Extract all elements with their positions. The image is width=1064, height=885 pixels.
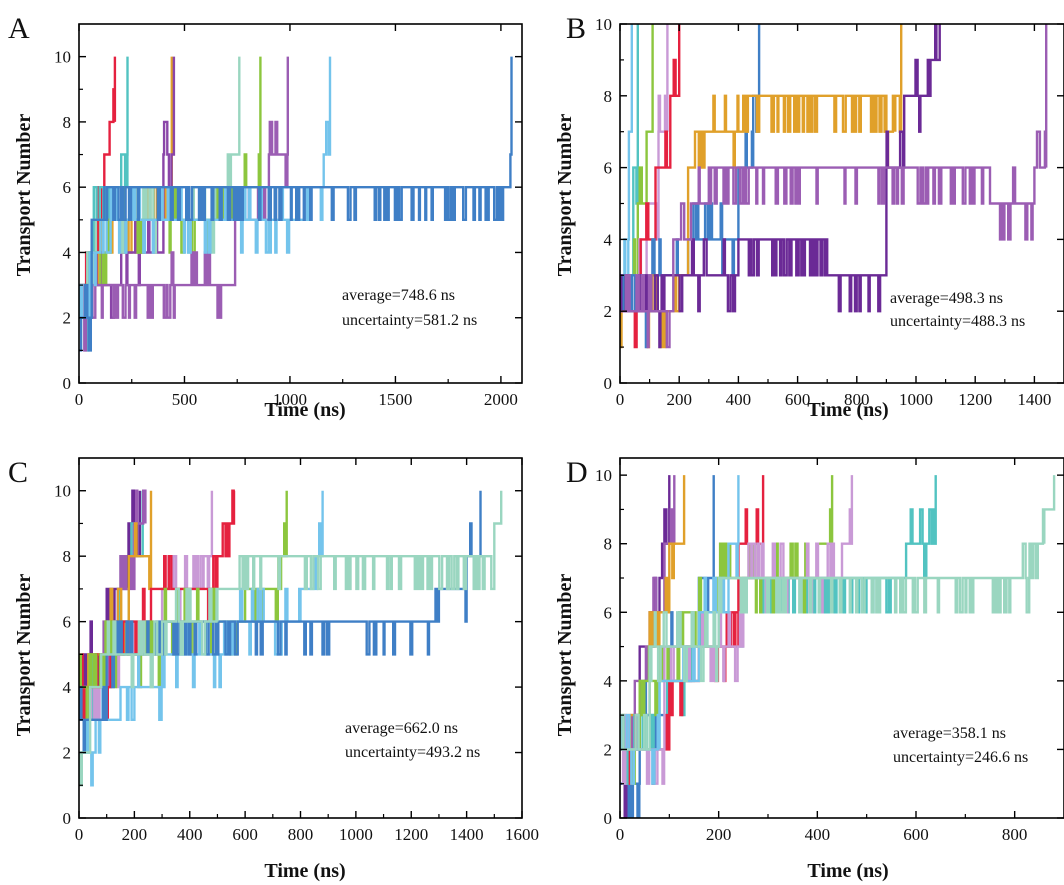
annotation-uncertainty-b: uncertainty=488.3 ns <box>890 313 1025 330</box>
y-tick-label-a: 0 <box>63 374 72 393</box>
x-tick-label-b: 1200 <box>958 390 992 409</box>
series-line-c-9 <box>79 490 482 754</box>
x-axis-label-a: Time (ns) <box>264 399 345 421</box>
x-tick-label-b: 600 <box>785 390 811 409</box>
x-tick-label-a: 0 <box>75 390 84 409</box>
x-tick-label-d: 200 <box>706 825 732 844</box>
panel-letter-b: B <box>566 12 586 45</box>
y-tick-label-c: 2 <box>63 744 72 763</box>
plot-frame-a <box>78 23 523 384</box>
panel-a: A Transport Number Time (ns) average=748… <box>8 12 523 421</box>
y-tick-label-c: 6 <box>63 613 72 632</box>
x-tick-label-c: 1000 <box>339 825 373 844</box>
annotation-uncertainty-d: uncertainty=246.6 ns <box>893 749 1028 766</box>
panel-d: D Transport Number Time (ns) average=358… <box>554 456 1064 882</box>
panel-b: B Transport Number Time (ns) average=498… <box>554 12 1064 421</box>
x-tick-label-d: 800 <box>1002 825 1028 844</box>
series-line-a-9 <box>79 56 513 352</box>
x-tick-label-c: 800 <box>288 825 314 844</box>
y-tick-label-d: 0 <box>604 809 613 828</box>
x-tick-label-c: 0 <box>75 825 84 844</box>
x-tick-label-b: 0 <box>616 390 625 409</box>
y-axis-label-c: Transport Number <box>13 574 35 737</box>
x-tick-label-d: 400 <box>805 825 831 844</box>
y-tick-label-c: 0 <box>63 809 72 828</box>
y-tick-label-b: 2 <box>604 302 613 321</box>
series-line-d-10 <box>620 475 1056 751</box>
annotation-average-c: average=662.0 ns <box>345 720 458 737</box>
y-tick-label-b: 8 <box>604 87 613 106</box>
x-tick-label-c: 1200 <box>394 825 428 844</box>
y-tick-label-d: 6 <box>604 603 613 622</box>
panel-c: C Transport Number Time (ns) average=662… <box>8 456 539 882</box>
y-axis-label-a: Transport Number <box>13 114 35 277</box>
x-tick-label-c: 200 <box>122 825 148 844</box>
y-tick-label-b: 10 <box>595 15 612 34</box>
x-tick-label-d: 600 <box>903 825 929 844</box>
x-tick-label-b: 200 <box>666 390 692 409</box>
y-tick-label-c: 4 <box>63 678 72 697</box>
series-line-c-10 <box>79 490 503 787</box>
y-tick-label-b: 6 <box>604 159 613 178</box>
panel-letter-d: D <box>566 456 588 489</box>
series-line-b-8 <box>620 24 941 349</box>
x-tick-label-a: 500 <box>172 390 198 409</box>
y-tick-label-b: 4 <box>604 230 613 249</box>
y-tick-label-b: 0 <box>604 374 613 393</box>
annotation-average-b: average=498.3 ns <box>890 290 1003 307</box>
x-axis-label-b: Time (ns) <box>807 399 888 421</box>
y-tick-label-d: 10 <box>595 466 612 485</box>
x-tick-label-a: 1500 <box>378 390 412 409</box>
panel-letter-a: A <box>8 12 30 45</box>
y-tick-label-a: 4 <box>63 243 72 262</box>
y-tick-label-a: 6 <box>63 178 72 197</box>
x-tick-label-c: 1400 <box>450 825 484 844</box>
x-axis-label-d: Time (ns) <box>807 860 888 882</box>
x-tick-label-a: 1000 <box>273 390 307 409</box>
x-tick-label-b: 1400 <box>1017 390 1051 409</box>
series-group-c <box>79 489 503 787</box>
y-tick-label-a: 2 <box>63 309 72 328</box>
plot-frame-d <box>619 457 1064 819</box>
y-axis-label-d: Transport Number <box>554 574 576 737</box>
x-axis-label-c: Time (ns) <box>264 860 345 882</box>
y-tick-label-a: 10 <box>54 48 71 67</box>
x-tick-label-d: 0 <box>616 825 625 844</box>
y-tick-label-c: 10 <box>54 482 71 501</box>
y-tick-label-a: 8 <box>63 113 72 132</box>
x-tick-label-b: 400 <box>726 390 752 409</box>
series-line-b-9 <box>620 24 1048 349</box>
x-tick-label-c: 1600 <box>505 825 539 844</box>
annotation-average-a: average=748.6 ns <box>342 287 455 304</box>
y-tick-label-d: 2 <box>604 740 613 759</box>
x-tick-label-b: 1000 <box>899 390 933 409</box>
y-axis-label-b: Transport Number <box>554 114 576 277</box>
x-tick-label-b: 800 <box>844 390 870 409</box>
annotation-average-d: average=358.1 ns <box>893 725 1006 742</box>
panel-letter-c: C <box>8 456 28 489</box>
x-tick-label-c: 400 <box>177 825 203 844</box>
annotation-uncertainty-c: uncertainty=493.2 ns <box>345 744 480 761</box>
x-tick-label-c: 600 <box>232 825 258 844</box>
y-tick-label-d: 8 <box>604 535 613 554</box>
series-group-a <box>79 56 513 352</box>
annotation-uncertainty-a: uncertainty=581.2 ns <box>342 312 477 329</box>
y-tick-label-c: 8 <box>63 547 72 566</box>
x-tick-label-a: 2000 <box>484 390 518 409</box>
series-group-d <box>620 475 1056 818</box>
y-tick-label-d: 4 <box>604 672 613 691</box>
